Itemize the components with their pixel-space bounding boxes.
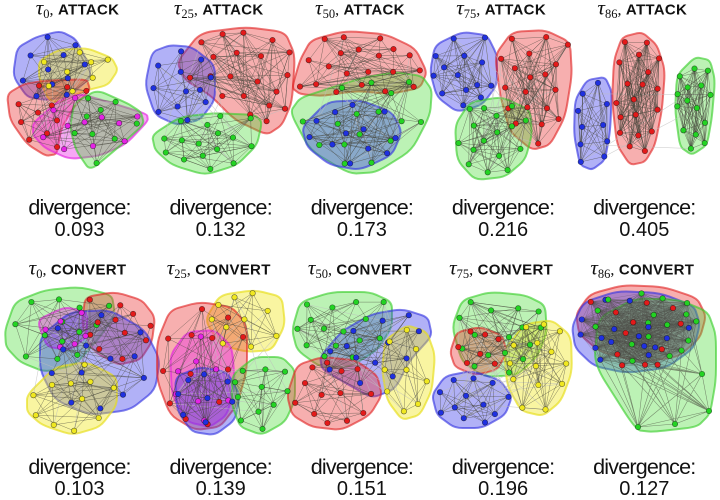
svg-text:divergence:: divergence:: [28, 455, 130, 479]
svg-text:divergence:: divergence:: [311, 455, 413, 479]
svg-text:0.139: 0.139: [196, 478, 246, 500]
svg-text:0.093: 0.093: [54, 219, 104, 241]
svg-text:τ25, CONVERT: τ25, CONVERT: [167, 256, 271, 281]
svg-text:divergence:: divergence:: [593, 195, 695, 219]
svg-text:0.196: 0.196: [478, 478, 528, 500]
svg-text:τ86, ATTACK: τ86, ATTACK: [597, 0, 687, 21]
svg-text:0.103: 0.103: [54, 478, 104, 500]
svg-text:0.151: 0.151: [337, 478, 387, 500]
svg-text:divergence:: divergence:: [593, 455, 695, 479]
svg-text:0.127: 0.127: [619, 478, 669, 500]
svg-text:divergence:: divergence:: [452, 195, 554, 219]
svg-text:divergence:: divergence:: [452, 455, 554, 479]
svg-text:τ75, ATTACK: τ75, ATTACK: [456, 0, 546, 21]
svg-text:τ75, CONVERT: τ75, CONVERT: [449, 256, 553, 281]
svg-text:0.405: 0.405: [619, 219, 669, 241]
svg-text:τ0, ATTACK: τ0, ATTACK: [36, 0, 119, 21]
svg-text:τ50, CONVERT: τ50, CONVERT: [308, 256, 412, 281]
svg-text:divergence:: divergence:: [28, 195, 130, 219]
svg-text:τ50, ATTACK: τ50, ATTACK: [315, 0, 405, 21]
svg-text:τ25, ATTACK: τ25, ATTACK: [174, 0, 264, 21]
svg-text:divergence:: divergence:: [170, 195, 272, 219]
svg-text:0.132: 0.132: [196, 219, 246, 241]
svg-text:0.173: 0.173: [337, 219, 387, 241]
svg-text:0.216: 0.216: [478, 219, 528, 241]
svg-text:divergence:: divergence:: [311, 195, 413, 219]
svg-text:τ86, CONVERT: τ86, CONVERT: [590, 256, 694, 281]
svg-text:τ0, CONVERT: τ0, CONVERT: [29, 256, 127, 281]
svg-text:divergence:: divergence:: [170, 455, 272, 479]
